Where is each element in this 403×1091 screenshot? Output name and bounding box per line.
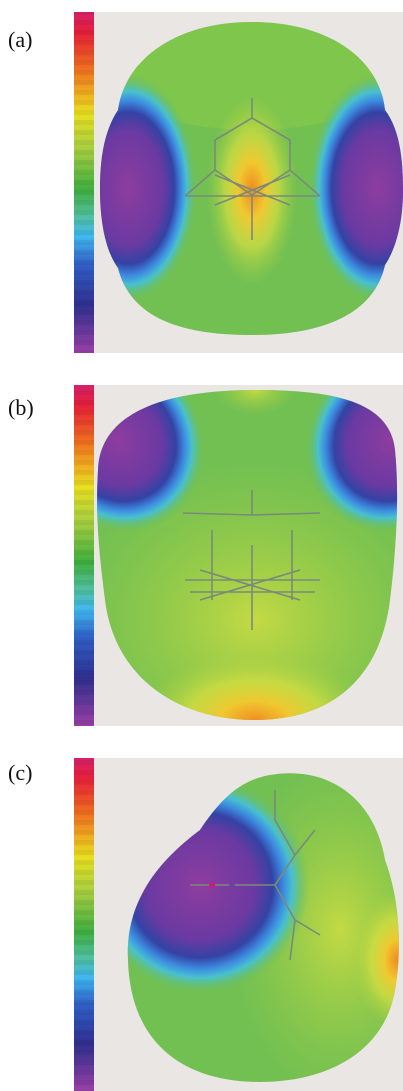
figure: (a) (b) xyxy=(0,0,403,1091)
page: {"panels": [{"label": "(a)"}, {"label": … xyxy=(0,0,403,1091)
panel-b: (b) xyxy=(0,315,403,792)
panel-label: (c) xyxy=(8,760,32,785)
panel-c: (c) xyxy=(8,758,403,1091)
panel-a: (a) xyxy=(8,10,403,353)
panel-label: (b) xyxy=(8,395,34,420)
color-scale-bands xyxy=(74,385,94,726)
color-scale-bands xyxy=(74,758,94,1091)
panel-label: (a) xyxy=(8,27,32,52)
color-scale-bands xyxy=(74,12,94,353)
